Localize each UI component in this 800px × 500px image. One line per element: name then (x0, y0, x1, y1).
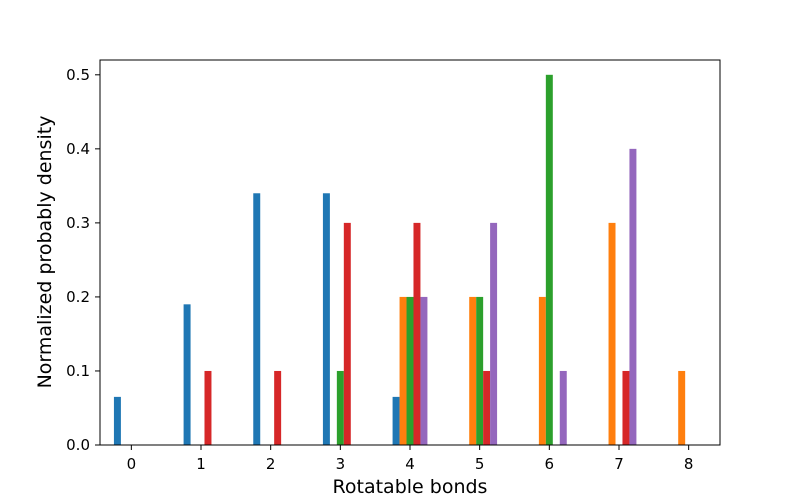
bar-series-4-x2 (274, 370, 282, 445)
y-axis: 0.0 0.1 0.2 0.3 0.4 0.5 (66, 66, 100, 454)
x-tick-label: 8 (684, 455, 694, 473)
bar-series-3-x5 (476, 296, 484, 445)
bar-series-2-x5 (469, 296, 477, 445)
bar-series-4-x7 (622, 370, 630, 445)
x-tick-label: 6 (545, 455, 555, 473)
bar-series-5-x4 (420, 296, 428, 445)
bar-series-2-x7 (608, 222, 616, 445)
bar-series-1-x3 (322, 193, 330, 445)
bar-series-2-x8 (678, 370, 686, 445)
x-tick-label: 1 (196, 455, 206, 473)
bar-series-4-x5 (483, 370, 491, 445)
y-tick-label: 0.5 (66, 66, 90, 84)
bar-series-1-x4 (392, 396, 400, 446)
bar-series-3-x3 (336, 370, 344, 445)
bar-series-1-x1 (183, 304, 191, 445)
bar-series-1-x0 (113, 396, 121, 446)
x-axis: 0 1 2 3 4 5 6 7 8 (127, 445, 694, 473)
x-tick-label: 5 (475, 455, 485, 473)
y-tick-label: 0.3 (66, 214, 90, 232)
bar-series-4-x1 (204, 370, 212, 445)
bar-series-2-x6 (538, 296, 546, 445)
x-tick-label: 3 (336, 455, 346, 473)
bar-series-5-x7 (629, 148, 637, 445)
bar-series-3-x4 (406, 296, 414, 445)
y-tick-label: 0.4 (66, 140, 90, 158)
x-tick-label: 4 (405, 455, 415, 473)
bars-layer (113, 74, 686, 446)
y-tick-label: 0.1 (66, 362, 90, 380)
bar-series-4-x4 (413, 222, 421, 445)
x-axis-label: Rotatable bonds (333, 476, 488, 498)
y-tick-label: 0.0 (66, 436, 90, 454)
bar-series-2-x4 (399, 296, 407, 445)
bar-series-5-x5 (490, 222, 498, 445)
x-tick-label: 0 (127, 455, 137, 473)
x-tick-label: 2 (266, 455, 276, 473)
bar-series-5-x6 (559, 370, 567, 445)
bar-series-4-x3 (343, 222, 351, 445)
bar-series-1-x2 (253, 193, 261, 445)
bar-series-3-x6 (545, 74, 553, 445)
y-tick-label: 0.2 (66, 288, 90, 306)
y-axis-label: Normalized probably density (34, 116, 56, 389)
x-tick-label: 7 (614, 455, 624, 473)
